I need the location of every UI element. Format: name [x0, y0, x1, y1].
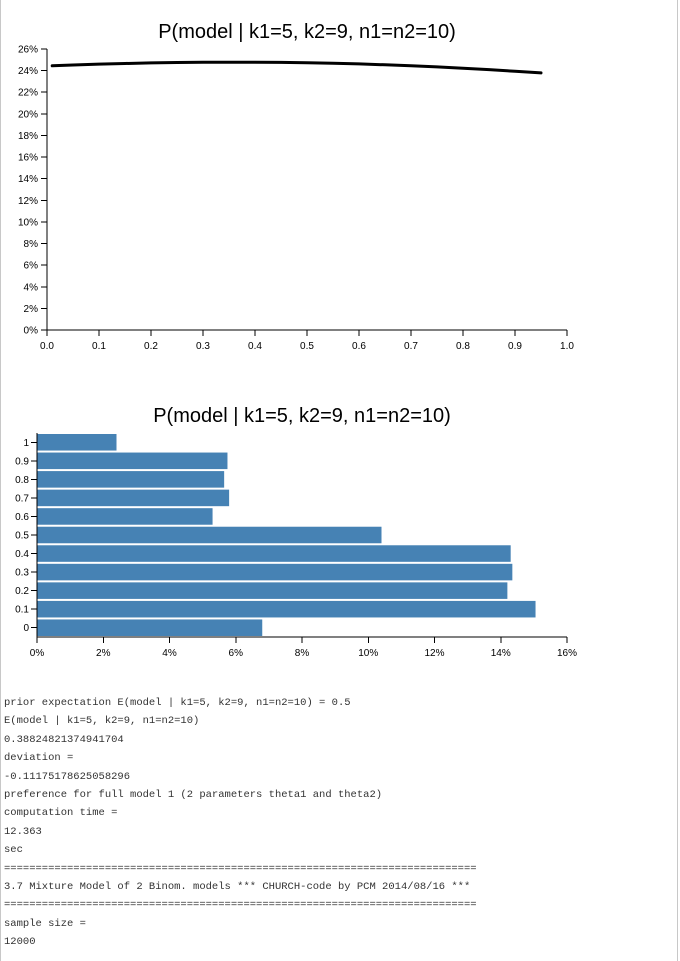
line-chart-title: P(model | k1=5, k2=9, n1=n2=10)	[158, 21, 456, 43]
x-tick-label: 2%	[96, 648, 111, 659]
bar-0	[37, 619, 263, 636]
x-tick-label: 0.5	[300, 341, 314, 352]
x-tick-label: 0.8	[456, 341, 470, 352]
x-tick-label: 6%	[229, 648, 244, 659]
console-line: deviation =	[4, 752, 74, 765]
y-tick-label: 0%	[24, 326, 39, 337]
x-tick-label: 0.6	[352, 341, 366, 352]
console-line: 12.363	[4, 825, 42, 838]
y-tick-label: 0.1	[15, 605, 29, 616]
bar-0.7	[37, 489, 230, 507]
console-line: sample size =	[4, 917, 86, 930]
y-tick-label: 24%	[18, 66, 38, 77]
y-tick-label: 0.2	[15, 586, 29, 597]
console-line: ========================================…	[4, 862, 477, 875]
console-line: sec	[4, 844, 23, 857]
bar-chart-x-axis: 0% 2% 4% 6% 8% 10% 12% 14% 16%	[30, 636, 577, 659]
bar-0.3	[37, 563, 513, 581]
bar-1	[37, 434, 117, 451]
console-line: -0.11175178625058296	[4, 770, 131, 783]
x-tick-label: 0.1	[92, 341, 106, 352]
bar-0.4	[37, 545, 511, 562]
line-chart: P(model | k1=5, k2=9, n1=n2=10) 0% 2% 4% 6%…	[18, 21, 574, 352]
y-tick-label: 12%	[18, 196, 38, 207]
bar-0.5	[37, 526, 382, 544]
series-line	[50, 60, 543, 75]
console-line: preference for full model 1 (2 parameter…	[4, 788, 383, 801]
console-line: computation time =	[4, 807, 118, 820]
output-console: prior expectation E(model | k1=5, k2=9, …	[4, 694, 674, 951]
bar-0.9	[37, 452, 228, 470]
x-tick-label: 12%	[424, 648, 444, 659]
console-line: 12000	[4, 936, 36, 949]
y-tick-label: 8%	[24, 239, 39, 250]
bar-chart-y-axis: 0 0.1 0.2 0.3 0.4 0.5 0.6 0.7 0.8 0.9 1	[15, 433, 38, 637]
x-tick-label: 8%	[295, 648, 310, 659]
bar-0.1	[37, 600, 536, 618]
console-line: 0.38824821374941704	[4, 733, 124, 746]
bar-0.6	[37, 508, 213, 525]
y-tick-label: 0.3	[15, 568, 29, 579]
line-chart-plot-area	[50, 60, 543, 75]
console-line: 3.7 Mixture Model of 2 Binom. models ***…	[4, 880, 471, 893]
x-tick-label: 1.0	[560, 341, 574, 352]
y-tick-label: 0.5	[15, 531, 29, 542]
x-tick-label: 16%	[557, 648, 577, 659]
bar-0.2	[37, 582, 508, 599]
y-tick-label: 20%	[18, 109, 38, 120]
x-tick-label: 0%	[30, 648, 45, 659]
y-tick-label: 0.4	[15, 549, 29, 560]
y-tick-label: 4%	[24, 282, 39, 293]
x-tick-label: 4%	[162, 648, 177, 659]
console-line: ========================================…	[4, 899, 477, 912]
y-tick-label: 22%	[18, 88, 38, 99]
x-tick-label: 0.7	[404, 341, 418, 352]
y-tick-label: 0.6	[15, 512, 29, 523]
bar-chart-bars	[37, 434, 536, 636]
console-line: E(model | k1=5, k2=9, n1=n2=10)	[4, 715, 200, 728]
y-tick-label: 26%	[18, 45, 38, 56]
y-tick-label: 0	[23, 623, 29, 634]
line-chart-y-axis: 0% 2% 4% 6% 8% 10% 12% 14% 16% 18% 20% 22% 24% 26%	[18, 45, 48, 337]
bar-chart-title: P(model | k1=5, k2=9, n1=n2=10)	[153, 405, 451, 427]
y-tick-label: 18%	[18, 131, 38, 142]
bar-0.8	[37, 471, 225, 488]
y-tick-label: 0.7	[15, 493, 29, 504]
x-tick-label: 14%	[491, 648, 511, 659]
y-tick-label: 1	[23, 438, 29, 449]
y-tick-label: 16%	[18, 153, 38, 164]
y-tick-label: 10%	[18, 217, 38, 228]
x-tick-label: 10%	[358, 648, 378, 659]
y-tick-label: 14%	[18, 174, 38, 185]
x-tick-label: 0.3	[196, 341, 210, 352]
line-chart-x-axis: 0.0 0.1 0.2 0.3 0.4 0.5 0.6 0.7 0.8 0.9 1.0	[40, 329, 574, 352]
y-tick-label: 0.8	[15, 475, 29, 486]
y-tick-label: 6%	[24, 261, 39, 272]
y-tick-label: 0.9	[15, 456, 29, 467]
x-tick-label: 0.2	[144, 341, 158, 352]
bar-chart: P(model | k1=5, k2=9, n1=n2=10) 00.10.20…	[15, 405, 577, 659]
x-tick-label: 0.4	[248, 341, 262, 352]
x-tick-label: 0.0	[40, 341, 54, 352]
y-tick-label: 2%	[24, 304, 39, 315]
console-line: prior expectation E(model | k1=5, k2=9, …	[4, 697, 351, 709]
x-tick-label: 0.9	[508, 341, 522, 352]
